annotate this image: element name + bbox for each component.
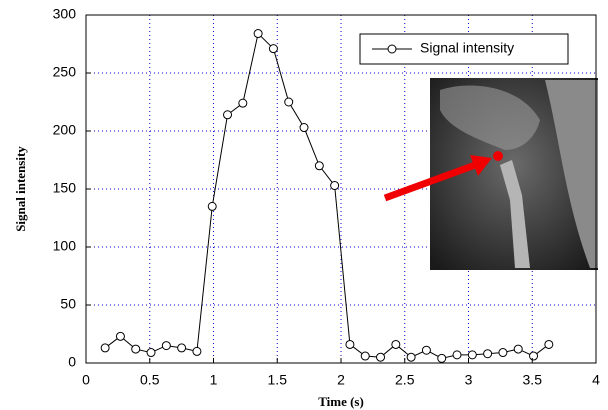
data-point (376, 352, 386, 362)
x-tick-label: 0.5 (140, 372, 160, 388)
data-point (314, 161, 324, 171)
mri-tissue (545, 80, 598, 268)
data-point (421, 345, 431, 355)
data-point (253, 29, 263, 39)
y-tick-label: 50 (60, 296, 76, 312)
data-point (498, 348, 508, 358)
data-point (238, 98, 248, 108)
data-point (131, 344, 141, 354)
x-tick-label: 3.5 (523, 372, 543, 388)
legend: Signal intensity (359, 33, 569, 65)
data-point (544, 339, 554, 349)
mri-spine (500, 160, 530, 268)
data-point (513, 344, 523, 354)
legend-marker (387, 44, 397, 54)
data-point (100, 343, 110, 353)
x-tick-label: 0 (82, 372, 90, 388)
y-tick-label: 200 (53, 122, 77, 138)
y-tick-label: 250 (53, 64, 77, 80)
data-point (284, 97, 294, 107)
x-tick-label: 2.5 (395, 372, 415, 388)
mri-head (440, 85, 540, 150)
data-point (299, 123, 309, 133)
data-point (360, 351, 370, 361)
y-tick-label: 0 (68, 354, 76, 370)
data-point (115, 331, 125, 341)
x-tick-label: 4 (592, 372, 600, 388)
data-point (391, 339, 401, 349)
mri-inset (383, 78, 598, 270)
data-point (192, 346, 202, 356)
data-point (146, 348, 156, 358)
arrow-shaft (383, 160, 480, 202)
data-point (452, 350, 462, 360)
x-tick-label: 3 (465, 372, 473, 388)
plot (100, 29, 554, 363)
x-tick-label: 1 (210, 372, 218, 388)
data-point (437, 353, 447, 363)
x-tick-label: 2 (337, 372, 345, 388)
data-point (161, 341, 171, 351)
data-point (207, 201, 217, 211)
data-point (483, 349, 493, 359)
target-dot (493, 151, 503, 161)
arrow-head (470, 155, 492, 176)
x-tick-label: 1.5 (268, 372, 288, 388)
data-point (177, 343, 187, 353)
y-tick-label: 150 (53, 180, 77, 196)
legend-label: Signal intensity (420, 40, 514, 56)
data-point (223, 110, 233, 120)
data-point (529, 351, 539, 361)
data-point (268, 44, 278, 54)
y-tick-label: 300 (53, 6, 77, 22)
y-tick-label: 100 (53, 238, 77, 254)
x-axis-label: Time (s) (318, 394, 364, 409)
data-point (467, 350, 477, 360)
y-axis-label: Signal intensity (13, 146, 28, 232)
data-point (345, 339, 355, 349)
data-point (330, 181, 340, 191)
data-point (406, 352, 416, 362)
